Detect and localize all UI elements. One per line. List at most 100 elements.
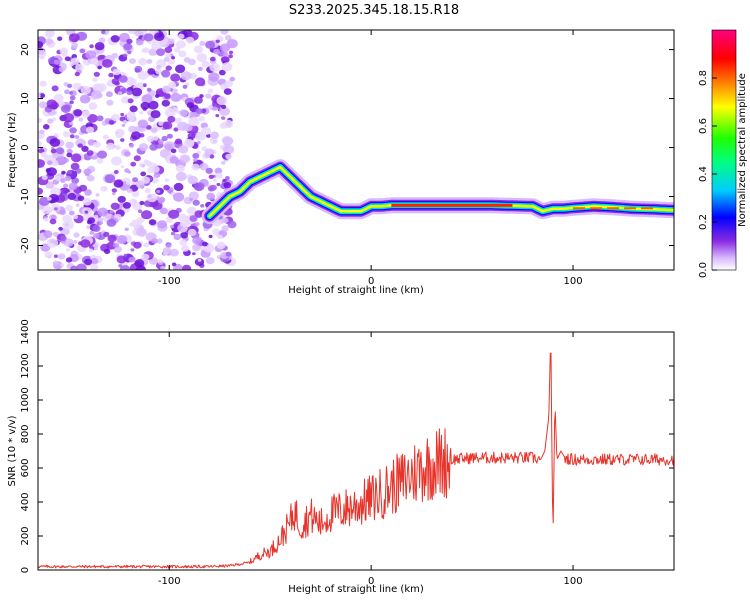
noise-blob bbox=[187, 228, 197, 236]
noise-blob bbox=[126, 188, 133, 194]
noise-blob bbox=[148, 48, 158, 56]
noise-blob bbox=[180, 71, 192, 81]
snr-series-line bbox=[38, 352, 674, 569]
noise-blob bbox=[66, 152, 73, 158]
noise-blob bbox=[113, 170, 119, 174]
noise-blob bbox=[112, 68, 121, 76]
noise-blob bbox=[84, 258, 93, 266]
noise-blob bbox=[167, 38, 175, 45]
noise-blob bbox=[141, 49, 146, 53]
noise-blob bbox=[85, 172, 90, 177]
noise-blob bbox=[67, 192, 77, 200]
noise-blob bbox=[163, 57, 170, 62]
noise-blob bbox=[208, 174, 214, 179]
noise-blob bbox=[67, 83, 73, 88]
noise-blob bbox=[112, 192, 116, 196]
noise-blob bbox=[38, 187, 43, 195]
noise-blob bbox=[225, 153, 233, 160]
noise-blob bbox=[179, 219, 190, 228]
noise-blob bbox=[150, 128, 155, 132]
noise-blob bbox=[109, 210, 114, 214]
noise-blob bbox=[216, 241, 226, 250]
noise-blob bbox=[74, 168, 82, 174]
noise-blob bbox=[189, 197, 194, 201]
noise-blob bbox=[209, 137, 218, 145]
snr-xtick-label: 100 bbox=[564, 576, 583, 587]
noise-blob bbox=[179, 109, 189, 117]
noise-blob bbox=[101, 30, 106, 34]
noise-blob bbox=[70, 265, 78, 270]
spectrogram-xtick-label: 100 bbox=[564, 276, 583, 287]
noise-blob bbox=[54, 175, 62, 181]
noise-blob bbox=[133, 241, 142, 249]
noise-blob bbox=[97, 65, 102, 70]
noise-blob bbox=[164, 93, 171, 99]
noise-blob bbox=[50, 148, 57, 154]
noise-blob bbox=[225, 176, 230, 180]
noise-blob bbox=[43, 230, 53, 239]
noise-blob bbox=[45, 168, 51, 173]
noise-blob bbox=[204, 152, 211, 158]
noise-blob bbox=[192, 237, 201, 245]
noise-blob bbox=[68, 210, 75, 216]
noise-blob bbox=[102, 59, 113, 68]
noise-blob bbox=[153, 172, 161, 178]
noise-blob bbox=[45, 38, 54, 45]
noise-blob bbox=[199, 41, 206, 46]
noise-blob bbox=[156, 189, 161, 194]
noise-blob bbox=[63, 238, 74, 247]
noise-blob bbox=[79, 94, 91, 104]
noise-blob bbox=[47, 118, 54, 124]
noise-blob bbox=[192, 244, 201, 252]
noise-blob bbox=[162, 121, 173, 130]
noise-blob bbox=[52, 117, 57, 121]
noise-blob bbox=[146, 135, 155, 143]
noise-blob bbox=[111, 78, 120, 85]
noise-blob bbox=[108, 72, 114, 78]
noise-blob bbox=[217, 234, 223, 240]
noise-blob bbox=[90, 58, 99, 65]
noise-blob bbox=[51, 160, 59, 167]
noise-blob bbox=[170, 73, 181, 82]
noise-blob bbox=[222, 178, 227, 183]
noise-blob bbox=[157, 198, 165, 204]
snr-ytick-label: 400 bbox=[20, 492, 31, 511]
noise-blob bbox=[53, 207, 58, 211]
noise-blob bbox=[111, 114, 120, 122]
noise-blob bbox=[178, 50, 187, 58]
colorbar-tick-label: 0.2 bbox=[698, 214, 709, 230]
noise-blob bbox=[86, 175, 95, 182]
noise-blob bbox=[165, 243, 172, 248]
noise-blob bbox=[134, 259, 145, 268]
noise-blob bbox=[169, 156, 179, 164]
noise-blob bbox=[164, 178, 169, 182]
noise-blob bbox=[64, 89, 70, 95]
noise-blob bbox=[215, 39, 220, 43]
noise-blob bbox=[77, 195, 85, 201]
snr-ytick-label: 0 bbox=[20, 567, 31, 573]
noise-blob bbox=[147, 166, 155, 174]
noise-blob bbox=[223, 182, 232, 189]
noise-blob bbox=[132, 177, 139, 183]
noise-blob bbox=[131, 87, 143, 97]
noise-blob bbox=[186, 206, 197, 215]
noise-blob bbox=[116, 255, 127, 264]
noise-blob bbox=[193, 158, 198, 162]
colorbar-tick-label: 0.8 bbox=[698, 70, 709, 86]
noise-blob bbox=[137, 82, 144, 87]
noise-blob bbox=[182, 84, 188, 89]
noise-blob bbox=[70, 153, 82, 163]
noise-blob bbox=[72, 82, 82, 91]
noise-blob bbox=[84, 210, 89, 214]
colorbar-gradient bbox=[711, 29, 737, 271]
noise-blob bbox=[61, 170, 66, 175]
noise-blob bbox=[186, 36, 195, 44]
noise-blob bbox=[110, 35, 120, 43]
noise-blob bbox=[129, 143, 134, 148]
noise-blob bbox=[168, 209, 180, 219]
noise-blob bbox=[207, 105, 212, 110]
noise-blob bbox=[192, 116, 198, 121]
noise-blob bbox=[38, 117, 43, 124]
noise-blob bbox=[111, 156, 122, 166]
